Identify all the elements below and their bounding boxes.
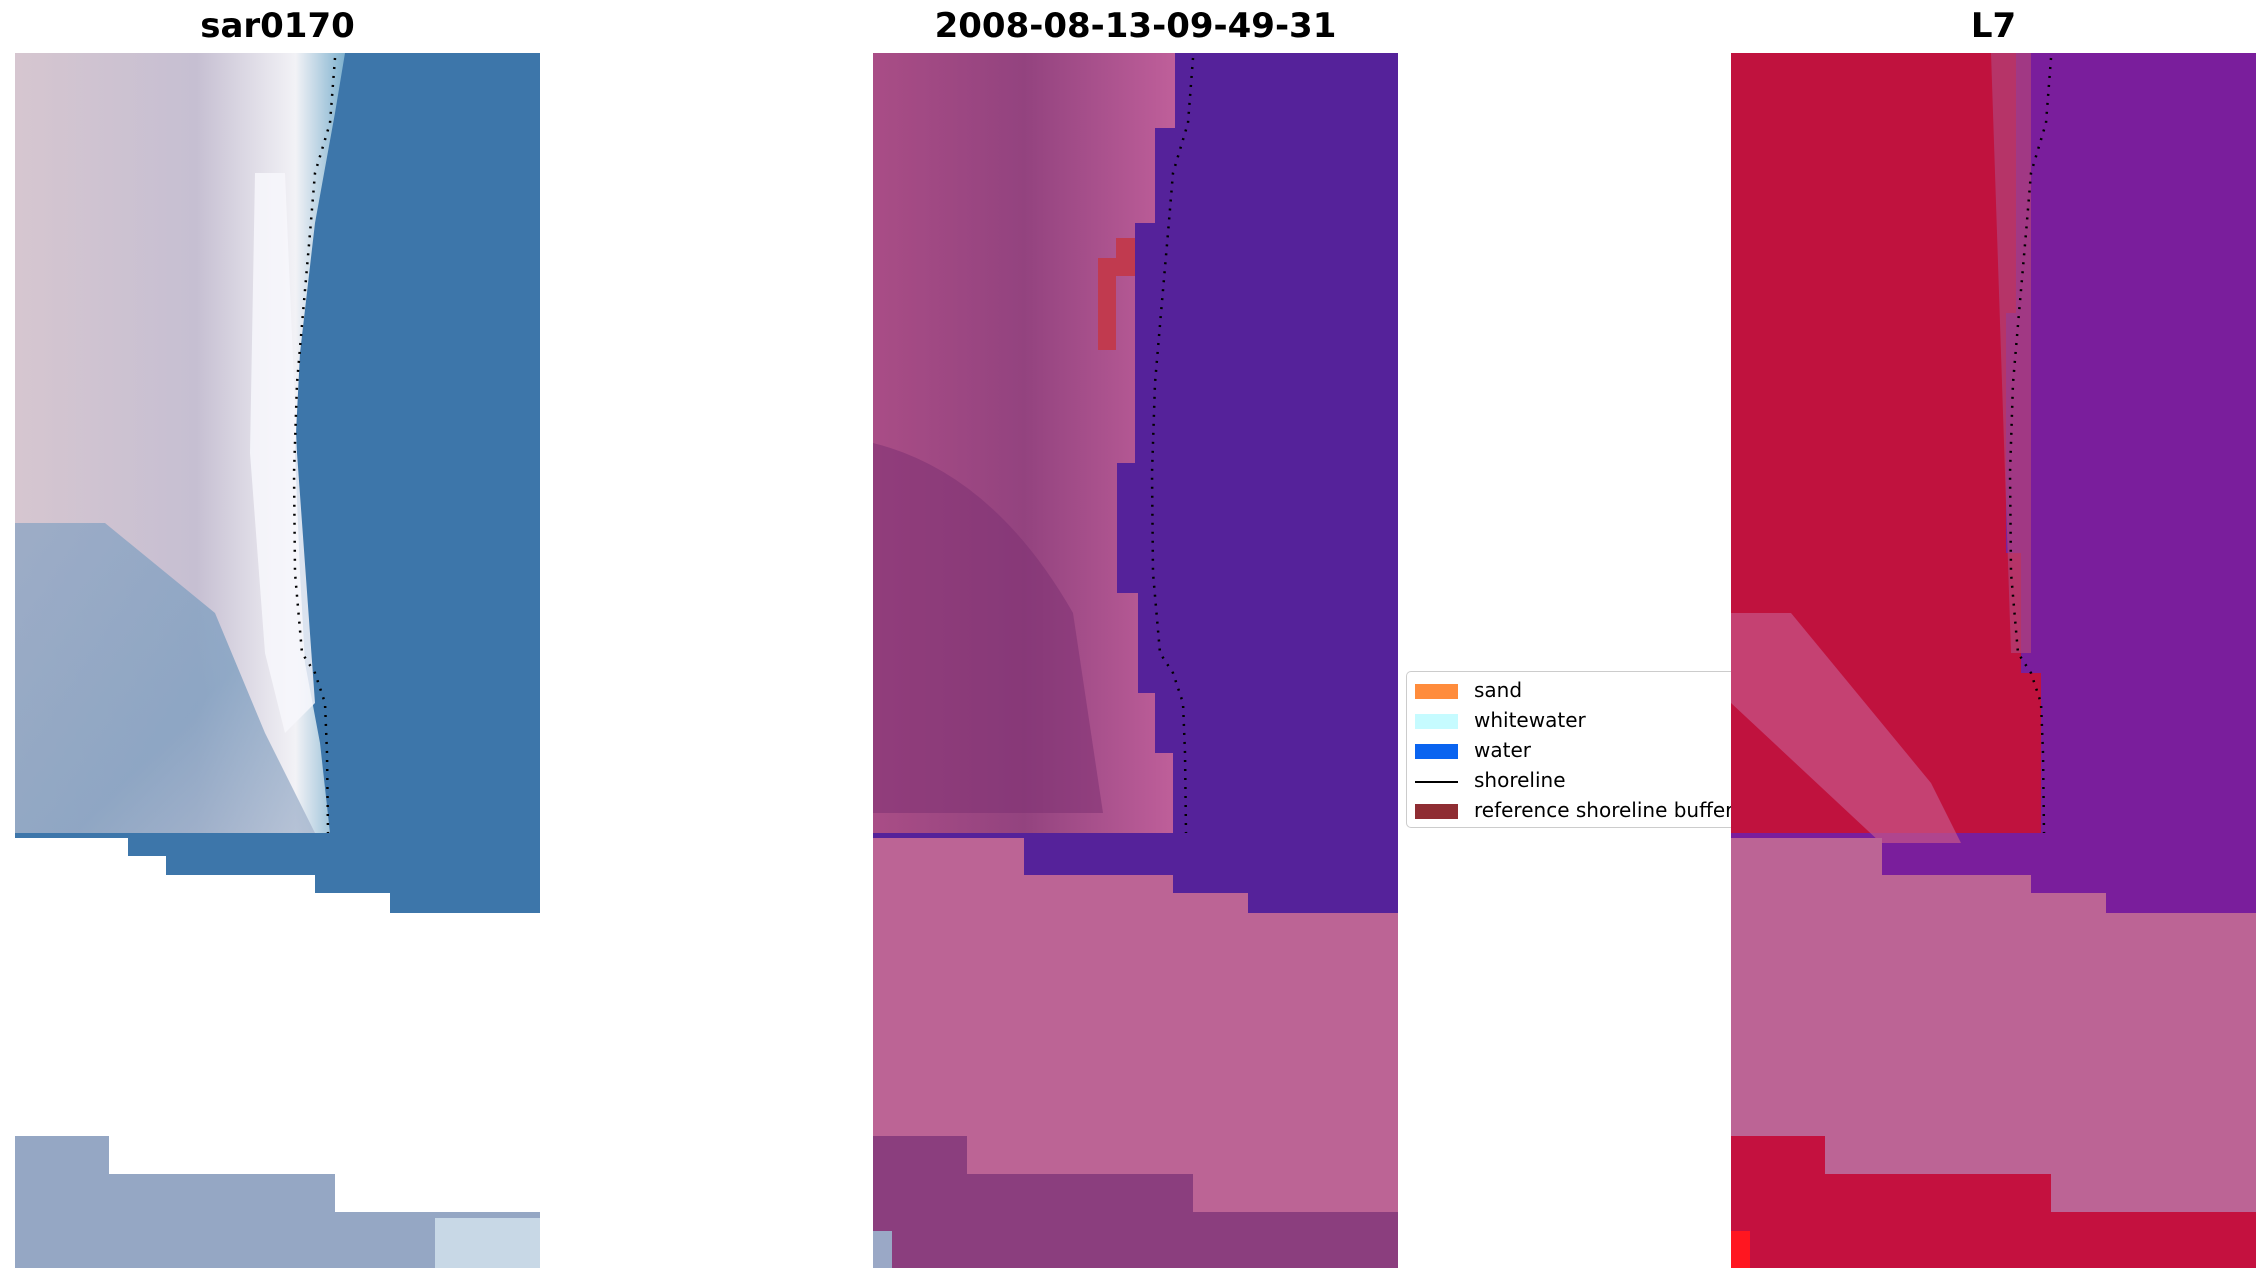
- rgb-shoreline: [292, 57, 337, 834]
- index-bottom-strip: [1731, 1136, 2256, 1268]
- legend-label: sand: [1474, 678, 1523, 702]
- index-image-panel: [1731, 53, 2256, 1268]
- rgb-nodata-area: [15, 838, 540, 1136]
- legend-swatch-sand: [1415, 684, 1458, 699]
- legend-swatch-water: [1415, 744, 1458, 759]
- legend-item-sand: sand: [1407, 675, 1731, 705]
- rgb-land-lower: [15, 523, 315, 833]
- rgb-image-panel: [15, 53, 540, 1268]
- class-buffer-patch-top: [1116, 238, 1135, 276]
- class-nodata-area: [873, 838, 1398, 1212]
- legend-item-shoreline: shoreline: [1407, 765, 1731, 795]
- class-bottom-strip: [873, 1136, 1398, 1268]
- rgb-bottom-strip: [15, 1136, 540, 1268]
- legend-item-whitewater: whitewater: [1407, 705, 1731, 735]
- index-nodata-area: [1731, 838, 2256, 1212]
- legend-label: shoreline: [1474, 768, 1566, 792]
- legend-swatch-reference-buffer: [1415, 804, 1458, 819]
- index-shoreline: [2008, 57, 2053, 834]
- class-shoreline: [1150, 57, 1195, 834]
- legend-item-reference-buffer: reference shoreline buffer: [1407, 795, 1731, 825]
- legend-label: whitewater: [1474, 708, 1586, 732]
- index-land-streak: [1731, 613, 1961, 843]
- index-bottom-corner: [1731, 1231, 1750, 1268]
- rgb-surf-strip: [250, 173, 315, 733]
- legend: sand whitewater water shoreline referenc…: [1406, 671, 1731, 828]
- class-bottom-corner: [873, 1231, 892, 1268]
- classified-image-panel: [873, 53, 1398, 1268]
- panel-title-rgb: sar0170: [200, 6, 355, 46]
- legend-swatch-whitewater: [1415, 714, 1458, 729]
- panel-title-satellite: L7: [1970, 6, 2017, 46]
- rgb-bottom-bright: [435, 1218, 540, 1268]
- class-buffer-patch: [1098, 258, 1116, 350]
- index-transition: [1991, 53, 2031, 653]
- class-land-dark: [873, 443, 1103, 813]
- legend-line-shoreline: [1415, 781, 1458, 783]
- legend-item-water: water: [1407, 735, 1731, 765]
- legend-label: water: [1474, 738, 1531, 762]
- legend-label: reference shoreline buffer: [1474, 798, 1731, 822]
- panel-title-date: 2008-08-13-09-49-31: [934, 6, 1337, 46]
